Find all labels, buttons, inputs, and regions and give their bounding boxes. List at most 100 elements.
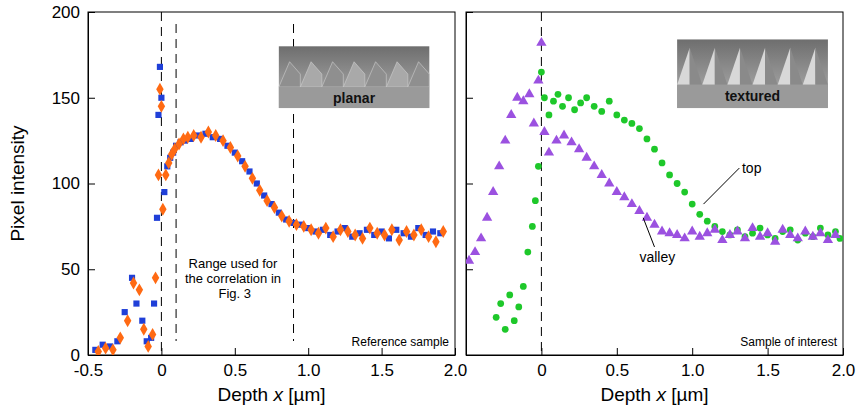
point — [621, 117, 628, 124]
point — [529, 118, 539, 127]
point — [529, 223, 536, 230]
point — [329, 230, 336, 243]
point — [823, 234, 833, 243]
point — [598, 108, 605, 115]
point — [785, 229, 795, 238]
annotation-text: Range used for the correlation in Fig. 3 — [185, 256, 285, 301]
y-tick-mark — [466, 184, 473, 185]
point — [337, 223, 344, 236]
y-tick: 50 — [61, 260, 95, 279]
point — [388, 223, 395, 236]
point — [612, 186, 622, 195]
point — [524, 88, 534, 97]
x-axis-line — [467, 355, 844, 356]
point — [710, 224, 720, 233]
point — [649, 219, 659, 228]
reference-lines — [161, 12, 293, 355]
point — [366, 222, 373, 235]
point — [551, 135, 561, 144]
point — [577, 100, 584, 107]
y-tick-mark — [88, 355, 95, 356]
point — [704, 218, 711, 225]
point — [520, 283, 527, 290]
y-tick: 150 — [52, 89, 95, 108]
series — [92, 64, 443, 353]
y-tick-mark — [88, 269, 95, 270]
y-axis: 050100150200 — [52, 3, 95, 365]
point — [315, 227, 322, 240]
point — [565, 94, 572, 101]
point — [619, 191, 629, 200]
x-tick: 1.5 — [756, 348, 780, 380]
point — [666, 172, 673, 179]
annotation-line: Range used for — [189, 256, 282, 271]
point — [687, 226, 697, 235]
point — [550, 98, 557, 105]
marks — [466, 37, 843, 333]
point — [161, 189, 167, 195]
x-tick-label: 1.0 — [297, 361, 321, 380]
point — [591, 103, 598, 110]
y-tick-mark — [466, 98, 473, 99]
point — [830, 229, 840, 238]
point — [140, 323, 147, 336]
point — [664, 227, 674, 236]
point — [117, 331, 124, 344]
point — [395, 234, 402, 247]
inset-band — [279, 87, 429, 108]
point — [506, 109, 516, 118]
series-label: valley — [639, 249, 675, 265]
y-tick-mark — [88, 184, 95, 185]
point — [136, 283, 143, 296]
plot-frame — [466, 12, 843, 355]
x-tick: 1.5 — [370, 348, 394, 380]
point — [532, 197, 539, 204]
inset-label: planar — [333, 90, 376, 106]
series-label: top — [742, 160, 762, 176]
point — [271, 201, 278, 214]
x-tick: 0.5 — [605, 348, 629, 380]
inset-band — [677, 85, 828, 108]
series — [95, 83, 447, 355]
point — [307, 223, 314, 236]
inset-texture — [727, 48, 740, 85]
inset-texture — [322, 62, 343, 87]
point — [506, 292, 513, 299]
point — [162, 168, 169, 181]
point — [151, 300, 157, 306]
x-axis-title-part: [µm] — [283, 384, 326, 405]
inset-texture — [702, 48, 715, 85]
panel-note: Sample of interest — [740, 335, 837, 349]
point — [300, 220, 307, 233]
inset-texture — [300, 62, 321, 87]
x-tick: 0 — [157, 348, 166, 380]
x-tick: 1.0 — [681, 348, 705, 380]
x-axis: 00.51.01.52.0 — [467, 348, 856, 380]
point — [497, 300, 504, 307]
y-tick: 200 — [52, 3, 95, 22]
leader-line — [704, 168, 740, 204]
point — [184, 131, 191, 144]
point — [559, 103, 566, 110]
x-tick: 0 — [537, 348, 546, 380]
y-tick-label: 50 — [61, 260, 80, 279]
inset-texture — [753, 48, 766, 85]
point — [227, 141, 234, 154]
x-tick-mark — [382, 348, 383, 355]
point — [778, 224, 788, 233]
point — [659, 160, 666, 167]
point — [149, 328, 156, 341]
point — [535, 163, 542, 170]
series — [493, 69, 843, 333]
inset-texture — [343, 62, 364, 87]
point — [815, 227, 825, 236]
inset-texture — [365, 62, 386, 87]
x-axis-title-part: Depth — [600, 384, 651, 405]
point — [757, 225, 764, 232]
inset-texture — [677, 48, 690, 85]
point — [583, 94, 590, 101]
y-tick-mark — [88, 98, 95, 99]
point — [719, 228, 726, 235]
point — [410, 229, 417, 242]
x-axis-line — [89, 355, 456, 356]
